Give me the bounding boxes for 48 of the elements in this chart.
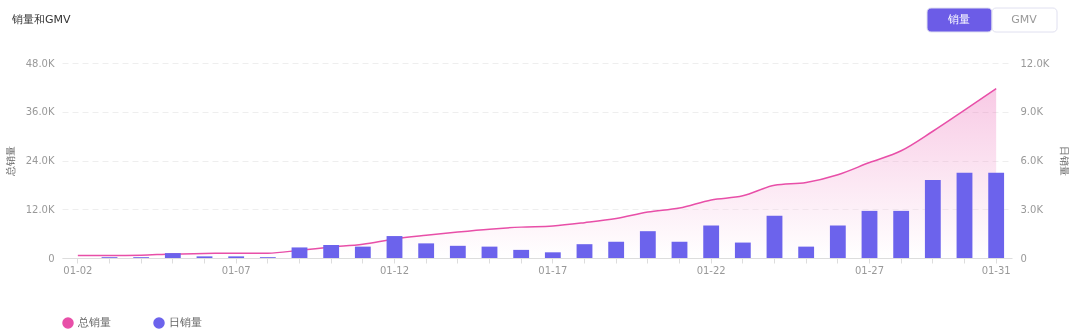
x-tick-label: 01-27	[854, 264, 885, 276]
bar	[386, 236, 403, 258]
bar	[988, 172, 1005, 258]
bar	[544, 252, 561, 258]
bar	[671, 241, 688, 258]
bar	[608, 241, 625, 258]
bar	[639, 231, 656, 258]
bar	[798, 246, 815, 258]
y2-tick-label: 0	[1020, 252, 1027, 264]
bar	[766, 215, 783, 258]
x-tick-label: 01-07	[221, 264, 251, 276]
bar	[734, 242, 751, 258]
y-tick-label: 24.0K	[25, 155, 55, 166]
bar	[164, 253, 181, 258]
x-tick-label: 01-22	[696, 264, 726, 276]
y2-tick-label: 12.0K	[1020, 57, 1050, 69]
bar	[703, 225, 720, 258]
bar	[481, 246, 498, 258]
x-tick-label: 01-17	[538, 264, 568, 276]
y2-tick-label: 6.0K	[1020, 155, 1044, 166]
x-tick-label: 01-12	[379, 264, 410, 276]
bar	[513, 249, 530, 258]
chart-title: 销量和GMV	[11, 13, 72, 26]
y2-tick-label: 3.0K	[1020, 203, 1044, 215]
bar	[354, 246, 371, 258]
bar	[418, 243, 435, 258]
y-tick-label: 12.0K	[25, 203, 55, 215]
x-tick-label: 01-02	[63, 264, 93, 276]
bar	[323, 245, 340, 258]
y-tick-label: 0	[48, 252, 55, 264]
bar	[291, 247, 308, 258]
bar	[861, 210, 878, 258]
text: GMV	[1011, 13, 1038, 26]
y2-tick-label: 9.0K	[1020, 106, 1044, 118]
legend-label: 日销量	[169, 316, 202, 329]
y-axis-title: 总销量	[4, 146, 16, 177]
y-tick-label: 36.0K	[25, 106, 55, 118]
x-tick-label: 01-31	[981, 264, 1011, 276]
bar	[924, 180, 941, 258]
y-tick-label: 48.0K	[25, 57, 55, 69]
bar	[893, 210, 910, 258]
bar	[576, 244, 593, 258]
y2-axis-title: 日销量	[1059, 146, 1071, 176]
legend-label: 总销量	[77, 316, 111, 329]
bar	[829, 225, 846, 258]
bar	[449, 245, 466, 258]
text: 销量	[947, 13, 970, 26]
bar	[956, 172, 973, 258]
